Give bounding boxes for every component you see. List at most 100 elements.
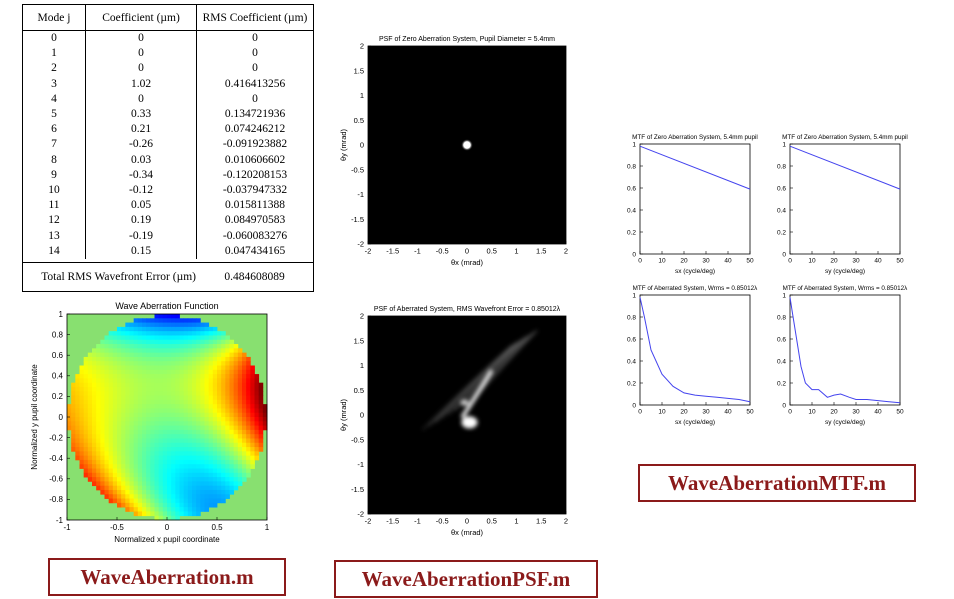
heatmap-cell [254, 382, 260, 388]
heatmap-cell [192, 374, 197, 379]
heatmap-cell [250, 374, 255, 379]
heatmap-cell [92, 434, 97, 439]
x-tick-label: 50 [896, 258, 904, 265]
heatmap-cell [200, 481, 205, 487]
heatmap-cell [112, 489, 118, 495]
script-label-wave-aberration: WaveAberration.m [48, 558, 286, 596]
heatmap-cell [96, 485, 101, 491]
heatmap-cell [246, 382, 251, 388]
heatmap-cell [158, 374, 164, 379]
heatmap-cell [250, 425, 255, 431]
heatmap-cell [254, 451, 260, 457]
cell-rms-coefficient: -0.120208153 [222, 168, 288, 181]
heatmap-cell [71, 412, 76, 418]
heatmap-cell [146, 434, 151, 439]
heatmap-cell [254, 404, 260, 409]
heatmap-cell [171, 386, 176, 392]
heatmap-cell [79, 417, 85, 422]
heatmap-cell [179, 386, 185, 392]
heatmap-cell [117, 477, 122, 482]
heatmap-cell [200, 391, 205, 396]
heatmap-cell [92, 408, 97, 414]
x-tick-label: 10 [808, 409, 816, 416]
heatmap-cell [142, 472, 147, 478]
heatmap-cell [75, 421, 80, 426]
heatmap-cell [192, 498, 197, 504]
heatmap-cell [142, 365, 147, 371]
heatmap-cell [208, 339, 214, 345]
heatmap-cell [233, 391, 239, 396]
heatmap-cell [183, 408, 189, 414]
cell-rms-coefficient: 0 [252, 47, 258, 60]
heatmap-cell [221, 374, 226, 379]
heatmap-cell [229, 429, 235, 435]
heatmap-cell [87, 356, 93, 362]
heatmap-cell [158, 451, 164, 457]
heatmap-cell [154, 447, 160, 452]
heatmap-cell [233, 408, 239, 414]
heatmap-cell [221, 356, 226, 362]
heatmap-cell [167, 335, 172, 341]
heatmap-cell [104, 361, 110, 366]
heatmap-cell [196, 451, 201, 457]
heatmap-cell [108, 447, 114, 452]
heatmap-cell [200, 335, 205, 341]
heatmap-cell [162, 447, 168, 452]
x-tick-label: 10 [658, 258, 666, 265]
heatmap-cell [117, 365, 122, 371]
heatmap-cell [162, 399, 168, 405]
heatmap-cell [125, 417, 130, 422]
heatmap-cell [121, 344, 126, 349]
heatmap-cell [146, 421, 151, 426]
heatmap-cell [96, 361, 101, 366]
heatmap-cell [125, 339, 130, 345]
heatmap-cell [221, 352, 226, 358]
heatmap-cell [92, 438, 97, 444]
heatmap-cell [154, 339, 160, 345]
heatmap-cell [200, 434, 205, 439]
heatmap-cell [129, 425, 135, 431]
y-tick-label: 0.8 [627, 314, 636, 321]
heatmap-cell [200, 386, 205, 392]
heatmap-cell [225, 485, 230, 491]
heatmap-cell [242, 451, 247, 457]
heatmap-cell [104, 434, 110, 439]
heatmap-cell [167, 326, 172, 332]
heatmap-cell [137, 391, 143, 396]
heatmap-cell [217, 438, 222, 444]
heatmap-cell [117, 344, 122, 349]
heatmap-cell [92, 356, 97, 362]
x-tick-label: 0 [788, 409, 792, 416]
heatmap-cell [104, 369, 110, 375]
heatmap-cell [221, 369, 226, 375]
heatmap-cell [146, 361, 151, 366]
cell-rms-coefficient: 0.074246212 [224, 123, 286, 136]
heatmap-cell [112, 425, 118, 431]
heatmap-cell [204, 468, 210, 474]
heatmap-cell [167, 447, 172, 452]
heatmap-cell [137, 399, 143, 405]
heatmap-cell [150, 348, 155, 354]
heatmap-cell [246, 404, 251, 409]
heatmap-cell [75, 408, 80, 414]
heatmap-cell [158, 326, 164, 332]
heatmap-cell [112, 395, 118, 401]
heatmap-cell [75, 429, 80, 435]
heatmap-cell [129, 455, 135, 461]
y-tick-label: 0.4 [777, 207, 786, 214]
heatmap-cell [175, 395, 180, 401]
x-tick-label: 1.5 [536, 517, 546, 526]
heatmap-cell [142, 464, 147, 469]
heatmap-cell [208, 429, 214, 435]
heatmap-cell [108, 378, 114, 384]
heatmap-cell [229, 348, 235, 354]
heatmap-cell [125, 408, 130, 414]
heatmap-cell [167, 412, 172, 418]
heatmap-cell [221, 404, 226, 409]
y-tick-label: 0.2 [627, 380, 636, 387]
heatmap-cell [196, 494, 201, 499]
heatmap-cell [212, 468, 218, 474]
heatmap-cell [250, 404, 255, 409]
heatmap-cell [217, 374, 222, 379]
heatmap-cell [104, 417, 110, 422]
